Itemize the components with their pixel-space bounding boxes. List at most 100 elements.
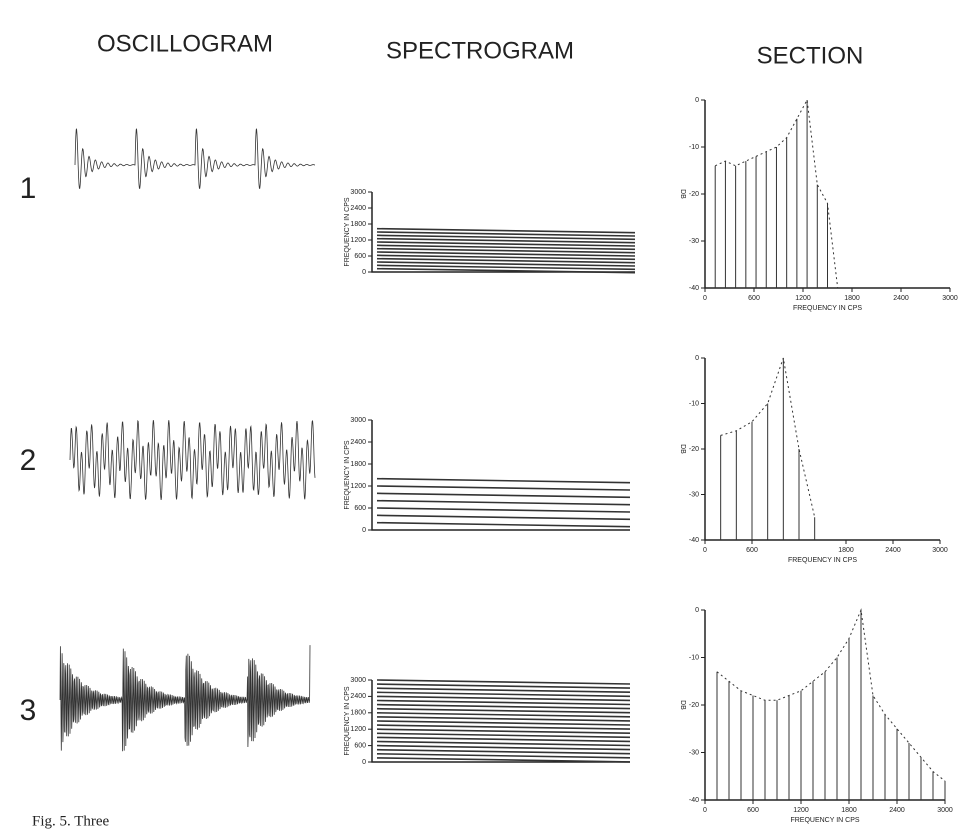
harmonic-band <box>376 716 631 722</box>
harmonic-band <box>376 748 631 755</box>
harmonic-band <box>376 237 636 244</box>
x-tick-label: 600 <box>747 807 759 814</box>
y-tick-label: 1200 <box>350 237 366 244</box>
harmonic-band <box>376 492 631 499</box>
y-tick-label: 0 <box>362 759 366 766</box>
x-tick-label: 2400 <box>885 547 901 554</box>
x-tick-label: 1200 <box>793 807 809 814</box>
row-label: 3 <box>20 694 37 727</box>
y-axis-label: DB <box>679 700 686 710</box>
harmonic-band <box>376 234 636 241</box>
y-tick-label: 3000 <box>350 677 366 684</box>
y-axis-label: DB <box>679 444 686 454</box>
y-tick-label: 1200 <box>350 483 366 490</box>
harmonic-band <box>376 687 631 693</box>
harmonic-band <box>376 257 636 264</box>
y-tick-label: 2400 <box>350 693 366 700</box>
y-tick-label: 0 <box>695 607 699 614</box>
harmonic-band <box>376 753 631 759</box>
x-tick-label: 1800 <box>838 547 854 554</box>
harmonic-band <box>376 691 631 698</box>
harmonic-band <box>376 736 631 743</box>
harmonic-band <box>376 261 636 267</box>
y-tick-label: -20 <box>689 446 699 453</box>
harmonic-band <box>376 514 631 521</box>
harmonic-band <box>376 679 631 685</box>
harmonic-band <box>376 757 631 763</box>
y-axis-label: DB <box>679 189 686 199</box>
caption: Fig. 5. Three <box>32 813 110 829</box>
y-tick-label: 600 <box>354 742 366 749</box>
harmonic-band <box>376 227 636 234</box>
envelope <box>720 357 816 518</box>
x-axis-label: FREQUENCY IN CPS <box>793 305 862 312</box>
harmonic-band <box>376 728 631 734</box>
harmonic-band <box>376 231 636 237</box>
y-tick-label: -40 <box>689 537 699 544</box>
x-tick-label: 3000 <box>937 807 953 814</box>
oscillogram-wave <box>59 645 311 752</box>
envelope <box>716 608 946 782</box>
harmonic-band <box>376 485 631 491</box>
harmonic-band <box>376 251 636 257</box>
harmonic-band <box>376 477 631 484</box>
section-axis <box>704 358 940 541</box>
harmonic-band <box>376 499 631 506</box>
y-tick-label: -40 <box>689 797 699 804</box>
y-tick-label: 0 <box>695 97 699 104</box>
harmonic-band <box>376 247 636 254</box>
x-axis-label: FREQUENCY IN CPS <box>788 557 857 564</box>
harmonic-band <box>376 744 631 751</box>
harmonic-band <box>376 241 636 247</box>
harmonic-band <box>376 254 636 261</box>
harmonic-band <box>376 720 631 726</box>
x-tick-label: 600 <box>746 547 758 554</box>
harmonic-band <box>376 264 636 271</box>
harmonic-band <box>376 683 631 689</box>
y-tick-label: 0 <box>362 269 366 276</box>
column-header: OSCILLOGRAM <box>97 30 273 57</box>
harmonic-band <box>376 712 631 718</box>
x-tick-label: 2400 <box>893 295 909 302</box>
x-tick-label: 0 <box>703 807 707 814</box>
y-tick-label: -20 <box>689 191 699 198</box>
y-tick-label: 1200 <box>350 726 366 733</box>
y-tick-label: 1800 <box>350 221 366 228</box>
x-tick-label: 0 <box>703 547 707 554</box>
y-tick-label: 3000 <box>350 417 366 424</box>
y-tick-label: -30 <box>689 238 699 245</box>
y-tick-label: -10 <box>689 654 699 661</box>
harmonic-band <box>376 507 631 513</box>
x-tick-label: 3000 <box>932 547 948 554</box>
y-axis-label: FREQUENCY IN CPS <box>344 686 351 755</box>
y-tick-label: 2400 <box>350 205 366 212</box>
harmonic-band <box>376 724 631 730</box>
y-tick-label: -30 <box>689 491 699 498</box>
harmonic-band <box>376 244 636 251</box>
y-tick-label: 1800 <box>350 710 366 717</box>
y-tick-label: 600 <box>354 505 366 512</box>
oscillogram-wave <box>74 128 315 189</box>
y-tick-label: 0 <box>695 355 699 362</box>
harmonic-band <box>376 707 631 714</box>
harmonic-band <box>376 521 631 528</box>
y-tick-label: -20 <box>689 702 699 709</box>
harmonic-band <box>376 699 631 706</box>
y-tick-label: 2400 <box>350 439 366 446</box>
harmonic-band <box>376 703 631 710</box>
harmonic-band <box>376 695 631 702</box>
column-header: SECTION <box>757 42 864 69</box>
y-tick-label: -10 <box>689 144 699 151</box>
y-tick-label: -10 <box>689 400 699 407</box>
x-tick-label: 1200 <box>795 295 811 302</box>
oscillogram-wave <box>69 419 316 500</box>
x-axis-label: FREQUENCY IN CPS <box>790 817 859 824</box>
y-tick-label: 600 <box>354 253 366 260</box>
x-tick-label: 600 <box>748 295 760 302</box>
row-label: 1 <box>20 172 37 205</box>
y-tick-label: -40 <box>689 285 699 292</box>
harmonic-band <box>376 740 631 747</box>
x-tick-label: 3000 <box>942 295 958 302</box>
